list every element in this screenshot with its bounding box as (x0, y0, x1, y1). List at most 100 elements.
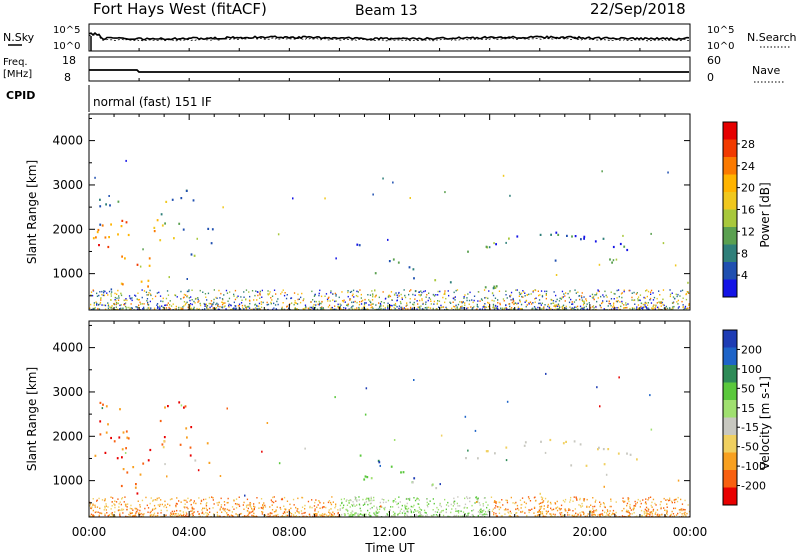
echo-cell (652, 305, 654, 308)
echo-cell (442, 306, 445, 308)
echo-cell (642, 308, 644, 310)
echo-cell (337, 511, 339, 514)
echo-cell (581, 505, 584, 507)
echo-cell (687, 281, 689, 284)
echo-cell (602, 509, 604, 512)
echo-cell (420, 305, 422, 307)
echo-cell (429, 500, 431, 502)
echo-cell (684, 511, 686, 514)
echo-cell (413, 277, 415, 280)
echo-cell (174, 308, 176, 310)
echo-cell (538, 503, 540, 505)
echo-cell (581, 511, 583, 513)
echo-cell (159, 295, 162, 297)
echo-cell (349, 506, 351, 508)
echo-cell (258, 307, 260, 310)
echo-cell (293, 515, 295, 517)
echo-cell (247, 507, 249, 510)
echo-cell (113, 302, 115, 305)
echo-cell (411, 481, 414, 484)
echo-cell (528, 303, 530, 305)
echo-cell (373, 505, 375, 507)
echo-cell (335, 515, 337, 517)
colorbar-swatch (723, 452, 737, 471)
echo-cell (603, 463, 606, 466)
echo-cell (570, 464, 573, 467)
echo-cell (356, 301, 358, 304)
echo-cell (189, 305, 191, 307)
echo-cell (569, 306, 571, 308)
echo-cell (451, 307, 453, 310)
echo-cell (464, 294, 466, 296)
echo-cell (120, 503, 122, 506)
echo-cell (356, 513, 359, 515)
echo-cell (352, 501, 354, 503)
echo-cell (392, 258, 395, 261)
echo-cell (645, 503, 647, 505)
echo-cell (366, 476, 369, 479)
echo-cell (380, 301, 383, 303)
nsky-tick-high: 10^5 (53, 25, 80, 36)
echo-cell (351, 308, 354, 310)
echo-cell (237, 295, 239, 297)
echo-cell (188, 297, 190, 299)
echo-cell (295, 308, 297, 310)
echo-cell (349, 515, 352, 517)
echo-cell (374, 308, 376, 310)
echo-cell (599, 405, 601, 408)
echo-cell (147, 511, 149, 513)
echo-cell (583, 235, 586, 238)
echo-cell (190, 253, 193, 256)
echo-cell (354, 308, 356, 310)
echo-cell (339, 306, 341, 308)
echo-cell (344, 513, 346, 515)
echo-cell (121, 509, 123, 512)
echo-cell (670, 308, 672, 310)
echo-cell (119, 408, 121, 411)
echo-cell (645, 512, 647, 514)
echo-cell (337, 512, 339, 515)
echo-cell (433, 514, 435, 516)
echo-cell (572, 500, 574, 502)
echo-cell (577, 514, 579, 516)
echo-cell (172, 303, 174, 305)
echo-cell (114, 504, 116, 506)
echo-cell (394, 307, 396, 310)
nsearch-tick-high: 10^5 (707, 25, 734, 36)
echo-cell (230, 514, 233, 516)
echo-cell (425, 515, 427, 517)
echo-cell (646, 304, 649, 306)
echo-cell (453, 501, 455, 504)
echo-cell (378, 296, 380, 299)
echo-cell (534, 298, 536, 300)
echo-cell (91, 294, 94, 297)
echo-cell (353, 296, 355, 298)
echo-cell (580, 238, 582, 241)
echo-cell (209, 511, 211, 513)
echo-cell (631, 513, 633, 515)
echo-cell (273, 501, 275, 504)
echo-cell (583, 500, 585, 502)
echo-cell (367, 503, 369, 506)
echo-cell (507, 511, 509, 513)
echo-cell (99, 205, 102, 208)
echo-cell (364, 501, 366, 504)
echo-cell (597, 289, 599, 291)
echo-cell (346, 304, 348, 306)
echo-cell (281, 498, 284, 501)
echo-cell (222, 298, 224, 301)
echo-cell (542, 500, 545, 502)
echo-cell (259, 294, 261, 296)
echo-cell (540, 505, 543, 508)
echo-cell (167, 302, 169, 304)
echo-cell (534, 307, 536, 310)
echo-cell (645, 302, 647, 304)
echo-cell (371, 299, 374, 301)
echo-cell (269, 515, 271, 517)
echo-cell (594, 505, 596, 508)
echo-cell (399, 307, 401, 310)
echo-cell (453, 296, 455, 299)
echo-cell (273, 496, 275, 498)
echo-cell (139, 301, 141, 304)
echo-cell (319, 302, 321, 305)
